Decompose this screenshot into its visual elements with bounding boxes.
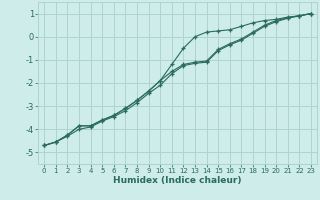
X-axis label: Humidex (Indice chaleur): Humidex (Indice chaleur) — [113, 176, 242, 185]
